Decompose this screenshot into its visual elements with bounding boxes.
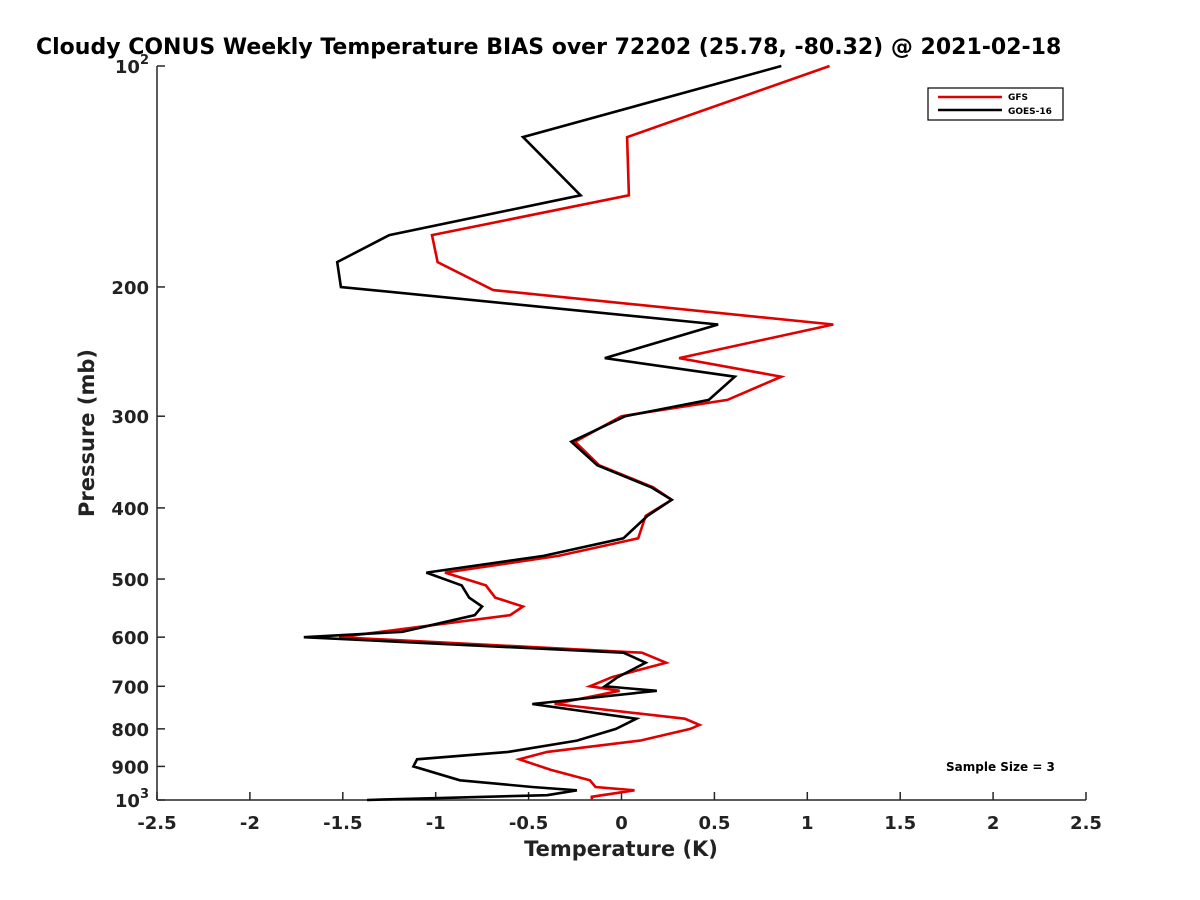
y-axis-label: Pressure (mb) bbox=[75, 349, 99, 517]
legend-label-gfs: GFS bbox=[1008, 93, 1028, 103]
y-tick-label: 200 bbox=[111, 278, 149, 299]
y-tick-label: 800 bbox=[111, 720, 149, 741]
y-tick-label: 102 bbox=[115, 53, 149, 78]
x-tick-label: -2.5 bbox=[137, 813, 176, 834]
x-tick-label: 0.5 bbox=[698, 813, 730, 834]
legend-box bbox=[927, 87, 1064, 121]
x-ticks: -2.5 -2 -1.5 -1 -0.5 0 0.5 1 1.5 2 2.5 bbox=[137, 792, 1102, 834]
x-tick-label: -2 bbox=[240, 813, 260, 834]
y-tick-label: 103 bbox=[115, 787, 149, 812]
x-tick-label: 1.5 bbox=[884, 813, 916, 834]
y-tick-label: 900 bbox=[111, 757, 149, 778]
chart-title: Cloudy CONUS Weekly Temperature BIAS ove… bbox=[36, 35, 1061, 60]
y-tick-label: 400 bbox=[111, 499, 149, 520]
y-tick-label: 300 bbox=[111, 407, 149, 428]
plot-area: -2.5 -2 -1.5 -1 -0.5 0 0.5 1 1.5 2 2.5 102 200 300 40… bbox=[111, 53, 1102, 834]
x-tick-label: -1.5 bbox=[323, 813, 362, 834]
x-tick-label: 1 bbox=[801, 813, 814, 834]
series-line-gfs bbox=[338, 64, 834, 800]
x-tick-label: -0.5 bbox=[509, 813, 548, 834]
legend: GFS GOES-16 bbox=[927, 87, 1064, 121]
y-ticks: 102 200 300 400 500 600 700 800 900 103 bbox=[111, 53, 165, 812]
x-tick-label: 2 bbox=[987, 813, 1000, 834]
series-lines bbox=[303, 64, 834, 802]
series-line-goes16 bbox=[303, 64, 782, 802]
x-axis-label: Temperature (K) bbox=[524, 837, 718, 861]
legend-label-goes16: GOES-16 bbox=[1008, 107, 1052, 117]
x-tick-label: 2.5 bbox=[1070, 813, 1102, 834]
y-tick-label: 700 bbox=[111, 677, 149, 698]
y-tick-label: 500 bbox=[111, 570, 149, 591]
y-tick-label: 600 bbox=[111, 628, 149, 649]
sample-size-annotation: Sample Size = 3 bbox=[946, 760, 1055, 774]
x-tick-label: 0 bbox=[615, 813, 628, 834]
x-tick-label: -1 bbox=[426, 813, 446, 834]
